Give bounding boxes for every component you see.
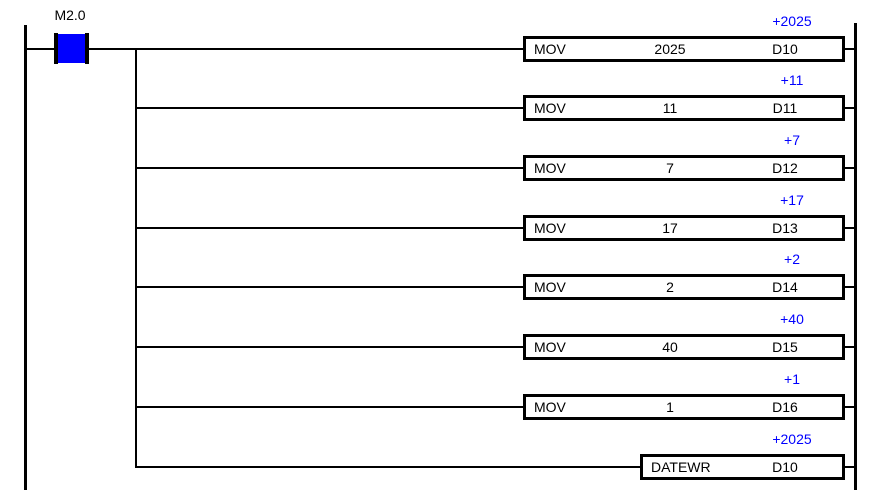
wire bbox=[135, 346, 525, 348]
instruction-name: MOV bbox=[534, 339, 566, 355]
right-power-rail bbox=[854, 23, 857, 490]
source-operand: 11 bbox=[662, 100, 678, 116]
wire bbox=[135, 167, 525, 169]
instruction-box-mov[interactable]: MOV 2 D14 bbox=[523, 274, 845, 300]
monitor-value: +7 bbox=[784, 132, 800, 148]
wire bbox=[26, 48, 54, 50]
destination-operand: D12 bbox=[772, 160, 798, 176]
wire-stub bbox=[845, 107, 854, 109]
contact-right-bar-icon bbox=[85, 33, 89, 64]
wire bbox=[135, 286, 525, 288]
wire-stub bbox=[845, 346, 854, 348]
branch-wire bbox=[135, 48, 137, 468]
wire-stub bbox=[845, 167, 854, 169]
instruction-box-mov[interactable]: MOV 17 D13 bbox=[523, 215, 845, 241]
wire bbox=[135, 107, 525, 109]
destination-operand: D10 bbox=[772, 41, 798, 57]
contact-energized-fill bbox=[58, 34, 85, 63]
monitor-value: +17 bbox=[780, 192, 804, 208]
instruction-box-mov[interactable]: MOV 40 D15 bbox=[523, 334, 845, 360]
source-operand: 1 bbox=[666, 399, 674, 415]
destination-operand: D11 bbox=[772, 100, 798, 116]
instruction-box-mov[interactable]: MOV 2025 D10 bbox=[523, 36, 845, 62]
wire bbox=[135, 406, 525, 408]
destination-operand: D15 bbox=[772, 339, 798, 355]
destination-operand: D14 bbox=[772, 279, 798, 295]
wire bbox=[89, 48, 526, 50]
monitor-value: +1 bbox=[784, 371, 800, 387]
instruction-name: MOV bbox=[534, 160, 566, 176]
instruction-name: DATEWR bbox=[651, 459, 711, 475]
source-operand: 40 bbox=[662, 339, 678, 355]
instruction-name: MOV bbox=[534, 279, 566, 295]
wire-stub bbox=[845, 406, 854, 408]
wire-stub bbox=[845, 227, 854, 229]
wire bbox=[135, 466, 642, 468]
monitor-value: +2 bbox=[784, 251, 800, 267]
instruction-box-mov[interactable]: MOV 7 D12 bbox=[523, 155, 845, 181]
wire-stub bbox=[845, 286, 854, 288]
contact-label: M2.0 bbox=[54, 7, 86, 23]
destination-operand: D13 bbox=[772, 220, 798, 236]
monitor-value: +11 bbox=[780, 72, 804, 88]
wire-stub bbox=[845, 48, 854, 50]
instruction-box-mov[interactable]: MOV 11 D11 bbox=[523, 95, 845, 121]
contact-left-bar-icon bbox=[54, 33, 58, 64]
wire-stub bbox=[845, 466, 854, 468]
instruction-box-mov[interactable]: MOV 1 D16 bbox=[523, 394, 845, 420]
destination-operand: D16 bbox=[772, 399, 798, 415]
left-power-rail bbox=[24, 25, 27, 490]
instruction-name: MOV bbox=[534, 41, 566, 57]
monitor-value: +2025 bbox=[772, 431, 812, 447]
source-operand: 2 bbox=[666, 279, 674, 295]
source-operand: 17 bbox=[662, 220, 678, 236]
source-operand: 7 bbox=[666, 160, 674, 176]
source-operand: D10 bbox=[772, 459, 798, 475]
monitor-value: +2025 bbox=[772, 13, 812, 29]
wire bbox=[135, 227, 525, 229]
instruction-name: MOV bbox=[534, 220, 566, 236]
instruction-name: MOV bbox=[534, 399, 566, 415]
instruction-box-datewr[interactable]: DATEWR D10 bbox=[640, 454, 845, 480]
instruction-name: MOV bbox=[534, 100, 566, 116]
monitor-value: +40 bbox=[780, 311, 804, 327]
source-operand: 2025 bbox=[654, 41, 686, 57]
